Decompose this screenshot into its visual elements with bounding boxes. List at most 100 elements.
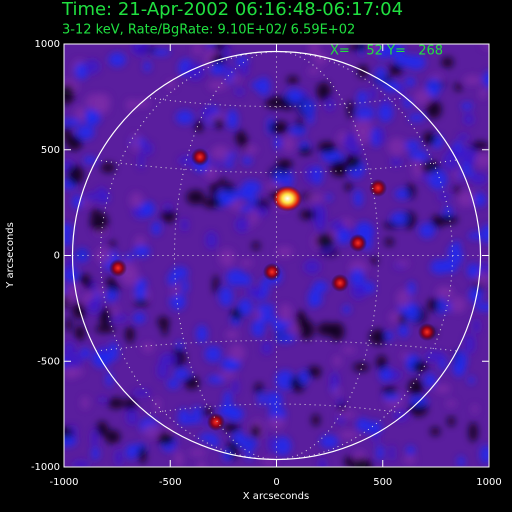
y-tick-label: 500 — [41, 145, 60, 156]
noise-blob — [336, 396, 344, 406]
noise-blob — [434, 384, 451, 394]
noise-blob — [392, 409, 409, 421]
noise-blob — [261, 340, 273, 355]
noise-blob — [408, 151, 424, 160]
noise-blob — [91, 208, 99, 216]
noise-blob — [303, 260, 321, 274]
noise-blob — [185, 416, 195, 425]
noise-blob — [276, 246, 293, 258]
noise-blob — [355, 127, 371, 145]
noise-blob — [452, 170, 461, 178]
noise-blob — [107, 397, 125, 409]
noise-blob — [350, 147, 362, 155]
noise-blob — [273, 169, 285, 185]
noise-blob — [468, 286, 483, 303]
noise-blob — [143, 61, 151, 72]
noise-blob — [396, 260, 410, 267]
noise-blob — [66, 293, 74, 305]
noise-blob — [466, 263, 480, 279]
noise-blob — [449, 296, 466, 314]
noise-blob — [67, 255, 75, 274]
noise-blob — [203, 197, 222, 209]
noise-blob — [120, 269, 140, 286]
noise-blob — [64, 286, 68, 293]
noise-blob — [245, 287, 264, 297]
noise-blob — [437, 295, 445, 316]
noise-blob — [276, 159, 293, 170]
noise-blob — [390, 212, 409, 226]
noise-blob — [192, 44, 203, 56]
noise-blob — [347, 100, 355, 119]
noise-blob — [125, 99, 136, 111]
noise-blob — [471, 404, 478, 414]
noise-blob — [98, 396, 107, 403]
noise-blob — [140, 201, 155, 217]
noise-blob — [129, 192, 143, 209]
noise-blob — [197, 460, 206, 467]
noise-blob — [242, 156, 252, 165]
dark-spot — [418, 323, 436, 341]
noise-blob — [387, 137, 407, 156]
noise-blob — [64, 232, 73, 247]
noise-blob — [99, 308, 112, 327]
noise-blob — [131, 44, 151, 57]
x-axis-label: X arcseconds — [243, 491, 309, 502]
noise-blob — [104, 430, 121, 444]
noise-blob — [430, 427, 441, 436]
noise-blob — [461, 145, 478, 165]
dark-spot — [109, 259, 127, 277]
subtitle: 3-12 keV, Rate/BgRate: 9.10E+02/ 6.59E+0… — [62, 23, 355, 38]
noise-blob — [251, 241, 260, 250]
noise-blob — [308, 44, 320, 57]
noise-blob — [394, 188, 410, 200]
noise-blob — [265, 183, 282, 191]
noise-blob — [285, 88, 303, 104]
noise-blob — [223, 390, 232, 410]
noise-blob — [345, 153, 361, 169]
noise-blob — [209, 181, 219, 199]
noise-blob — [186, 189, 206, 205]
noise-blob — [72, 194, 83, 209]
noise-blob — [405, 306, 421, 322]
noise-blob — [154, 397, 161, 412]
noise-blob — [419, 223, 435, 239]
noise-blob — [440, 215, 458, 225]
noise-blob — [310, 204, 326, 224]
noise-blob — [90, 211, 109, 232]
noise-blob — [468, 422, 478, 442]
noise-blob — [412, 360, 429, 373]
noise-blob — [479, 87, 487, 100]
noise-blob — [96, 246, 112, 265]
noise-blob — [300, 98, 316, 116]
noise-blob — [267, 416, 285, 429]
noise-blob — [336, 228, 351, 245]
noise-blob — [441, 57, 454, 68]
noise-blob — [65, 284, 80, 292]
noise-blob — [457, 133, 470, 141]
noise-blob — [93, 103, 110, 114]
noise-blob — [219, 248, 235, 267]
noise-blob — [108, 52, 126, 67]
noise-blob — [228, 75, 242, 83]
noise-blob — [376, 47, 390, 59]
noise-blob — [472, 318, 480, 334]
noise-blob — [447, 416, 456, 427]
noise-blob — [72, 302, 87, 320]
noise-blob — [134, 283, 147, 302]
noise-blob — [406, 445, 415, 456]
dark-spot — [331, 274, 349, 292]
noise-blob — [428, 169, 448, 190]
noise-blob — [209, 439, 221, 447]
noise-blob — [456, 248, 463, 265]
noise-blob — [312, 165, 323, 185]
noise-blob — [479, 444, 489, 464]
noise-blob — [131, 133, 141, 153]
noise-blob — [161, 322, 168, 336]
noise-blob — [349, 268, 365, 287]
noise-blob — [64, 223, 74, 235]
noise-blob — [463, 113, 475, 126]
noise-blob — [466, 170, 475, 178]
noise-blob — [379, 98, 393, 106]
